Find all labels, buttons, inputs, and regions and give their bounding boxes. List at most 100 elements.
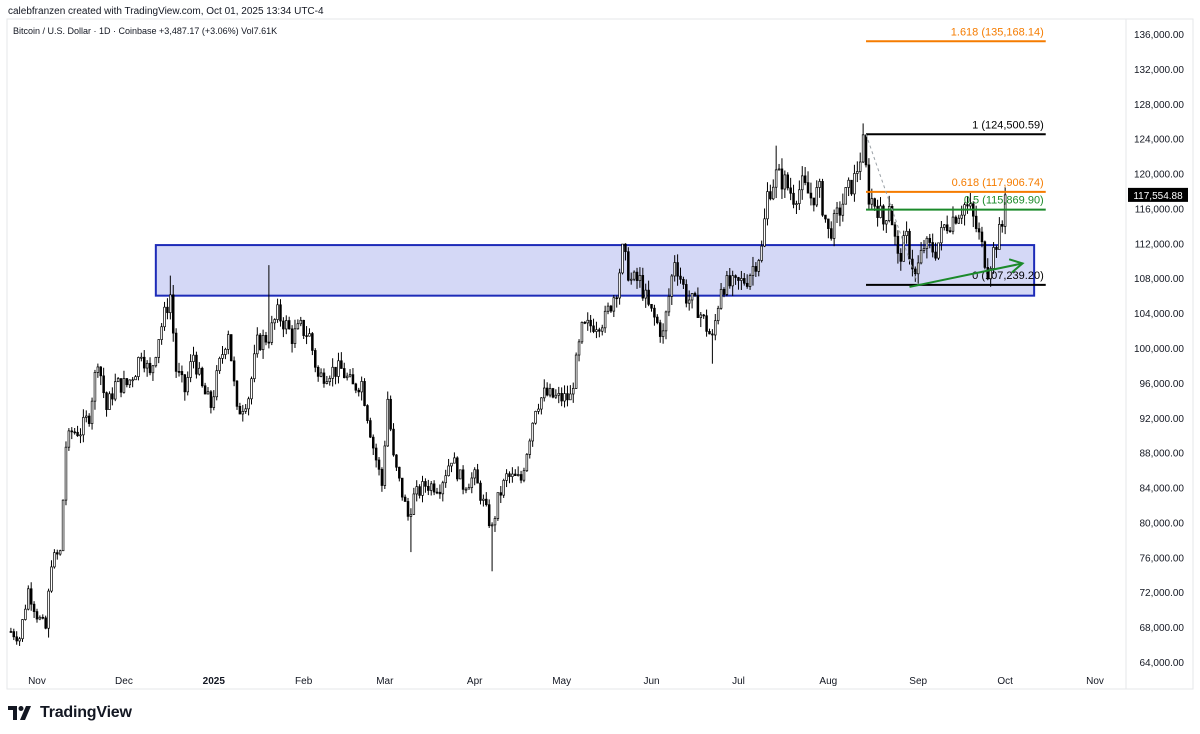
candle-body <box>125 378 129 386</box>
price-axis-tick: 136,000.00 <box>1134 30 1184 41</box>
candle-body <box>209 391 213 408</box>
time-axis-tick: Nov <box>28 676 46 687</box>
candle-body <box>737 277 740 281</box>
candle-body <box>482 498 485 501</box>
candle-body <box>47 590 50 629</box>
candle-body <box>911 258 914 270</box>
candle-body <box>76 431 79 437</box>
candle-body <box>618 272 621 299</box>
candle-body <box>827 218 830 229</box>
candle-body <box>940 227 943 244</box>
candle-body <box>777 168 781 171</box>
price-axis-tick: 88,000.00 <box>1140 449 1185 460</box>
candle-body <box>169 294 172 314</box>
candle-body <box>560 393 563 402</box>
price-axis-tick: 68,000.00 <box>1140 623 1185 634</box>
candle-body <box>267 341 271 344</box>
candle-body <box>227 334 230 350</box>
candle-body <box>18 638 21 642</box>
candle-body <box>621 243 624 274</box>
footer: TradingView <box>8 702 132 724</box>
candle-body <box>670 275 674 297</box>
candle-body <box>861 134 865 163</box>
candle-body <box>409 513 413 517</box>
candle-body <box>603 310 607 329</box>
candle-body <box>308 333 311 337</box>
candle-body <box>798 189 801 204</box>
candle-body <box>145 362 149 369</box>
trend-arrow-head <box>1008 258 1025 274</box>
candle-body <box>667 296 671 313</box>
candle-body <box>476 469 479 484</box>
candle-body <box>348 374 352 377</box>
candle-body <box>403 496 407 502</box>
candle-body <box>345 375 349 379</box>
time-axis-tick: Sep <box>909 676 927 687</box>
candle-body <box>783 174 787 190</box>
time-axis-tick: Aug <box>819 676 837 687</box>
candle-body <box>557 393 561 396</box>
candle-body <box>586 319 589 324</box>
candle-body <box>928 237 932 243</box>
candle-body <box>824 214 827 220</box>
fib-trend-connector <box>865 134 919 286</box>
candle-body <box>943 224 946 228</box>
candle-body <box>285 320 288 330</box>
candle-body <box>418 486 421 496</box>
candle-body <box>87 415 91 424</box>
time-axis-tick: May <box>552 676 571 687</box>
candle-body <box>853 173 856 195</box>
candle-body <box>366 405 369 421</box>
candle-body <box>818 181 821 188</box>
candle-body <box>664 311 668 332</box>
candle-body <box>247 398 250 410</box>
candle-body <box>740 278 743 281</box>
candle-body <box>803 175 807 183</box>
candle-body <box>377 459 381 470</box>
price-axis-tick: 132,000.00 <box>1134 65 1184 76</box>
candle-body <box>287 320 291 330</box>
candle-body <box>450 462 453 467</box>
candle-body <box>119 378 123 393</box>
fib-level-label: 1 (124,500.59) <box>972 119 1044 131</box>
candle-body <box>719 288 723 309</box>
candle-body <box>90 400 94 424</box>
candle-body <box>319 372 323 377</box>
candle-body <box>902 235 905 262</box>
candle-body <box>905 230 908 236</box>
price-axis-tick: 64,000.00 <box>1140 658 1185 669</box>
candle-body <box>656 316 659 324</box>
candle-body <box>305 335 308 337</box>
candle-body <box>977 228 981 233</box>
candle-body <box>995 247 998 250</box>
candle-body <box>595 329 598 332</box>
fib-level-label: 1.618 (135,168.14) <box>951 26 1044 38</box>
candle-body <box>583 322 587 324</box>
candle-body <box>96 366 100 373</box>
candle-body <box>748 275 752 287</box>
candle-body <box>792 192 795 205</box>
candle-body <box>870 198 874 205</box>
candle-body <box>577 341 581 356</box>
candle-body <box>641 275 645 299</box>
candle-body <box>302 319 305 336</box>
candle-body <box>256 334 259 355</box>
candle-body <box>171 294 175 334</box>
candle-body <box>142 356 146 369</box>
candle-body <box>296 323 300 330</box>
candle-body <box>696 295 700 318</box>
candle-body <box>380 468 384 486</box>
candle-body <box>702 314 705 317</box>
candle-body <box>21 619 24 640</box>
candle-body <box>447 465 450 477</box>
candle-body <box>548 388 552 396</box>
candle-body <box>954 216 958 224</box>
candle-body <box>421 481 424 496</box>
candle-body <box>847 179 850 188</box>
candle-body <box>82 417 85 436</box>
candle-body <box>867 164 871 205</box>
candle-body <box>1001 224 1004 227</box>
candle-body <box>609 305 613 312</box>
candle-body <box>453 457 456 464</box>
